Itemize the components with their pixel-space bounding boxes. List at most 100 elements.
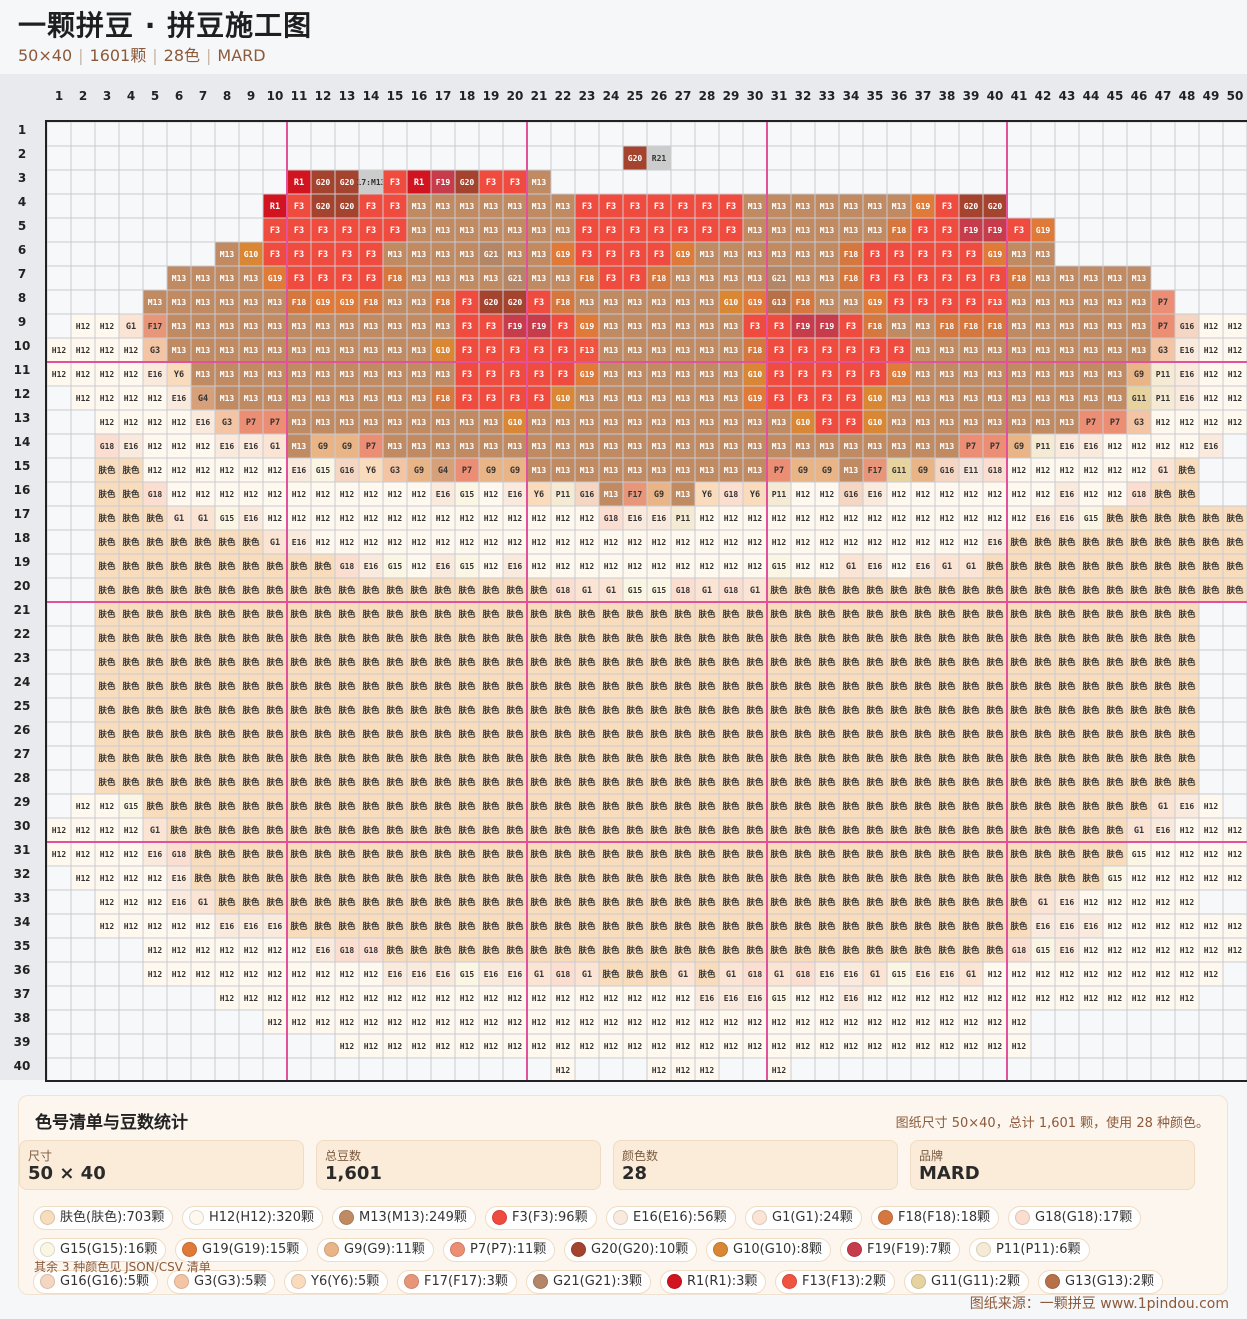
bead-cell[interactable] bbox=[695, 338, 719, 362]
bead-cell[interactable] bbox=[1127, 290, 1151, 314]
bead-cell[interactable] bbox=[191, 410, 215, 434]
bead-cell[interactable] bbox=[743, 218, 767, 242]
bead-cell[interactable] bbox=[935, 266, 959, 290]
bead-cell[interactable] bbox=[407, 218, 431, 242]
bead-cell[interactable] bbox=[407, 194, 431, 218]
bead-cell[interactable] bbox=[911, 194, 935, 218]
bead-cell[interactable] bbox=[815, 386, 839, 410]
bead-cell[interactable] bbox=[287, 290, 311, 314]
source-link[interactable]: 图纸来源：一颗拼豆 www.1pindou.com bbox=[969, 1296, 1229, 1312]
bead-cell[interactable] bbox=[215, 386, 239, 410]
bead-cell[interactable] bbox=[1007, 242, 1031, 266]
bead-cell[interactable] bbox=[311, 218, 335, 242]
bead-cell[interactable] bbox=[815, 290, 839, 314]
bead-cell[interactable] bbox=[215, 362, 239, 386]
bead-cell[interactable] bbox=[287, 242, 311, 266]
bead-cell[interactable] bbox=[815, 266, 839, 290]
bead-cell[interactable] bbox=[1151, 314, 1175, 338]
bead-cell[interactable] bbox=[359, 218, 383, 242]
bead-cell[interactable] bbox=[983, 290, 1007, 314]
bead-cell[interactable] bbox=[1007, 362, 1031, 386]
bead-cell[interactable] bbox=[527, 386, 551, 410]
bead-cell[interactable] bbox=[695, 362, 719, 386]
bead-cell[interactable] bbox=[1031, 362, 1055, 386]
bead-cell[interactable] bbox=[935, 362, 959, 386]
bead-cell[interactable] bbox=[671, 290, 695, 314]
bead-cell[interactable] bbox=[815, 314, 839, 338]
bead-cell[interactable] bbox=[239, 266, 263, 290]
bead-cell[interactable] bbox=[551, 338, 575, 362]
bead-cell[interactable] bbox=[935, 242, 959, 266]
bead-cell[interactable] bbox=[791, 194, 815, 218]
bead-cell[interactable] bbox=[455, 170, 479, 194]
bead-cell[interactable] bbox=[95, 314, 119, 338]
bead-cell[interactable] bbox=[311, 194, 335, 218]
bead-cell[interactable] bbox=[263, 314, 287, 338]
bead-cell[interactable] bbox=[407, 290, 431, 314]
bead-cell[interactable] bbox=[599, 218, 623, 242]
bead-cell[interactable] bbox=[623, 146, 647, 170]
bead-cell[interactable] bbox=[215, 338, 239, 362]
bead-cell[interactable] bbox=[959, 266, 983, 290]
bead-cell[interactable] bbox=[575, 194, 599, 218]
bead-cell[interactable] bbox=[1199, 362, 1223, 386]
bead-cell[interactable] bbox=[863, 266, 887, 290]
bead-cell[interactable] bbox=[143, 314, 167, 338]
bead-cell[interactable] bbox=[1151, 290, 1175, 314]
bead-cell[interactable] bbox=[599, 290, 623, 314]
bead-cell[interactable] bbox=[527, 266, 551, 290]
bead-cell[interactable] bbox=[479, 314, 503, 338]
bead-cell[interactable] bbox=[935, 314, 959, 338]
bead-cell[interactable] bbox=[503, 314, 527, 338]
bead-cell[interactable] bbox=[479, 266, 503, 290]
bead-cell[interactable] bbox=[743, 386, 767, 410]
bead-cell[interactable] bbox=[455, 242, 479, 266]
bead-cell[interactable] bbox=[671, 218, 695, 242]
bead-cell[interactable] bbox=[839, 338, 863, 362]
bead-cell[interactable] bbox=[695, 386, 719, 410]
bead-cell[interactable] bbox=[311, 242, 335, 266]
bead-cell[interactable] bbox=[743, 242, 767, 266]
bead-cell[interactable] bbox=[311, 410, 335, 434]
bead-cell[interactable] bbox=[575, 338, 599, 362]
bead-cell[interactable] bbox=[1127, 266, 1151, 290]
bead-cell[interactable] bbox=[1223, 338, 1247, 362]
bead-cell[interactable] bbox=[527, 218, 551, 242]
bead-cell[interactable] bbox=[983, 194, 1007, 218]
bead-cell[interactable] bbox=[647, 242, 671, 266]
bead-cell[interactable] bbox=[479, 362, 503, 386]
bead-cell[interactable] bbox=[311, 314, 335, 338]
bead-cell[interactable] bbox=[671, 386, 695, 410]
bead-cell[interactable] bbox=[911, 266, 935, 290]
bead-cell[interactable] bbox=[1007, 290, 1031, 314]
bead-cell[interactable] bbox=[983, 242, 1007, 266]
bead-cell[interactable] bbox=[1199, 386, 1223, 410]
bead-cell[interactable] bbox=[719, 362, 743, 386]
color-chip[interactable]: G21(G21):3颗 bbox=[526, 1270, 652, 1294]
bead-cell[interactable] bbox=[527, 290, 551, 314]
bead-cell[interactable] bbox=[335, 410, 359, 434]
bead-cell[interactable] bbox=[623, 290, 647, 314]
bead-cell[interactable] bbox=[695, 242, 719, 266]
bead-cell[interactable] bbox=[503, 362, 527, 386]
bead-cell[interactable] bbox=[623, 362, 647, 386]
bead-cell[interactable] bbox=[1079, 290, 1103, 314]
bead-cell[interactable] bbox=[191, 386, 215, 410]
bead-cell[interactable] bbox=[743, 314, 767, 338]
color-chip[interactable]: H12(H12):320颗 bbox=[182, 1206, 323, 1230]
bead-cell[interactable] bbox=[551, 362, 575, 386]
bead-cell[interactable] bbox=[287, 194, 311, 218]
bead-cell[interactable] bbox=[383, 386, 407, 410]
bead-cell[interactable] bbox=[1223, 386, 1247, 410]
bead-cell[interactable] bbox=[1079, 314, 1103, 338]
bead-cell[interactable] bbox=[863, 218, 887, 242]
bead-cell[interactable] bbox=[1199, 314, 1223, 338]
bead-cell[interactable] bbox=[695, 314, 719, 338]
bead-cell[interactable] bbox=[1031, 290, 1055, 314]
bead-cell[interactable] bbox=[191, 362, 215, 386]
bead-cell[interactable] bbox=[335, 386, 359, 410]
bead-cell[interactable] bbox=[1199, 338, 1223, 362]
bead-cell[interactable] bbox=[359, 266, 383, 290]
bead-cell[interactable] bbox=[1079, 266, 1103, 290]
bead-cell[interactable] bbox=[503, 290, 527, 314]
